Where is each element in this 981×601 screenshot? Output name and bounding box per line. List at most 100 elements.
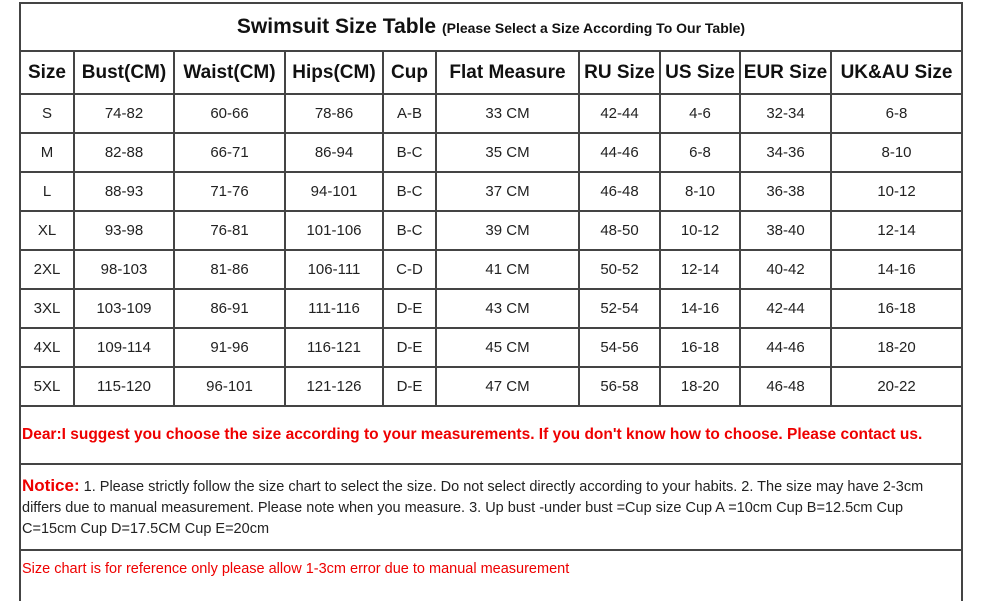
table-cell: 46-48 — [739, 366, 832, 407]
table-cell: 38-40 — [739, 210, 832, 251]
table-cell: 81-86 — [173, 249, 286, 290]
table-cell: 86-91 — [173, 288, 286, 329]
dear-note: Dear:I suggest you choose the size accor… — [18, 405, 964, 465]
table-cell: 4-6 — [659, 93, 741, 134]
column-header: Bust(CM) — [73, 50, 175, 95]
table-cell: 74-82 — [73, 93, 175, 134]
table-cell: 47 CM — [435, 366, 580, 407]
table-cell: D-E — [382, 366, 437, 407]
table-cell: 78-86 — [284, 93, 384, 134]
table-cell: M — [19, 132, 75, 173]
table-cell: 3XL — [19, 288, 75, 329]
table-cell: C-D — [382, 249, 437, 290]
table-cell: D-E — [382, 288, 437, 329]
table-title: Swimsuit Size Table (Please Select a Siz… — [18, 2, 964, 52]
table-cell: 36-38 — [739, 171, 832, 212]
table-row: 3XL 103-109 86-91 111-116 D-E 43 CM 52-54 14-16… — [19, 288, 964, 329]
table-cell: 106-111 — [284, 249, 384, 290]
table-cell: 91-96 — [173, 327, 286, 368]
notice-note: Notice: 1. Please strictly follow the si… — [18, 463, 964, 551]
table-cell: 20-22 — [829, 366, 964, 407]
table-cell: 40-42 — [739, 249, 832, 290]
table-subtitle: (Please Select a Size According To Our T… — [441, 20, 746, 36]
table-cell: 14-16 — [829, 249, 964, 290]
table-cell: 35 CM — [435, 132, 580, 173]
table-cell: 48-50 — [578, 210, 661, 251]
table-cell: 4XL — [19, 327, 75, 368]
header-row: Size Bust(CM) Waist(CM) Hips(CM) Cup Flat Mea… — [19, 50, 964, 95]
table-cell: 16-18 — [829, 288, 964, 329]
table-cell: 94-101 — [284, 171, 384, 212]
table-cell: B-C — [382, 132, 437, 173]
table-cell: 6-8 — [829, 93, 964, 134]
table-cell: B-C — [382, 210, 437, 251]
table-cell: 18-20 — [829, 327, 964, 368]
table-cell: 10-12 — [659, 210, 741, 251]
column-header: Waist(CM) — [173, 50, 286, 95]
table-cell: 18-20 — [659, 366, 741, 407]
table-cell: 5XL — [19, 366, 75, 407]
table-cell: 12-14 — [659, 249, 741, 290]
table-cell: 66-71 — [173, 132, 286, 173]
table-cell: A-B — [382, 93, 437, 134]
table-cell: 14-16 — [659, 288, 741, 329]
table-row: 4XL 109-114 91-96 116-121 D-E 45 CM 54-56 16-18… — [19, 327, 964, 368]
table-cell: 76-81 — [173, 210, 286, 251]
table-cell: D-E — [382, 327, 437, 368]
table-row: XL 93-98 76-81 101-106 B-C 39 CM 48-50 10-12 38-… — [19, 210, 964, 251]
table-cell: 46-48 — [578, 171, 661, 212]
table-cell: 10-12 — [829, 171, 964, 212]
table-cell: 109-114 — [73, 327, 175, 368]
table-row: S 74-82 60-66 78-86 A-B 33 CM 42-44 4-6 32-34 6-8 — [19, 93, 964, 134]
column-header: EUR Size — [739, 50, 832, 95]
table-cell: L — [19, 171, 75, 212]
table-cell: 115-120 — [73, 366, 175, 407]
table-cell: 98-103 — [73, 249, 175, 290]
table-cell: 32-34 — [739, 93, 832, 134]
table-cell: 116-121 — [284, 327, 384, 368]
table-cell: 86-94 — [284, 132, 384, 173]
table-cell: 16-18 — [659, 327, 741, 368]
table-cell: 101-106 — [284, 210, 384, 251]
table-cell: 121-126 — [284, 366, 384, 407]
column-header: Hips(CM) — [284, 50, 384, 95]
table-cell: 41 CM — [435, 249, 580, 290]
column-header: US Size — [659, 50, 741, 95]
table-cell: 44-46 — [578, 132, 661, 173]
table-cell: 50-52 — [578, 249, 661, 290]
column-header: Cup — [382, 50, 437, 95]
table-cell: 6-8 — [659, 132, 741, 173]
table-cell: 8-10 — [829, 132, 964, 173]
notice-label: Notice: — [22, 475, 80, 495]
table-cell: 39 CM — [435, 210, 580, 251]
table-cell: S — [19, 93, 75, 134]
reference-note: Size chart is for reference only please … — [18, 549, 964, 601]
column-header: Size — [19, 50, 75, 95]
table-cell: 96-101 — [173, 366, 286, 407]
column-header: UK&AU Size — [829, 50, 964, 95]
table-cell: 111-116 — [284, 288, 384, 329]
table-cell: 82-88 — [73, 132, 175, 173]
table-cell: 60-66 — [173, 93, 286, 134]
table-cell: 34-36 — [739, 132, 832, 173]
column-header: RU Size — [578, 50, 661, 95]
table-cell: 12-14 — [829, 210, 964, 251]
table-cell: 52-54 — [578, 288, 661, 329]
table-cell: 43 CM — [435, 288, 580, 329]
table-cell: XL — [19, 210, 75, 251]
table-cell: 37 CM — [435, 171, 580, 212]
table-cell: 54-56 — [578, 327, 661, 368]
notice-text: 1. Please strictly follow the size chart… — [22, 478, 924, 537]
table-cell: 45 CM — [435, 327, 580, 368]
table-cell: 88-93 — [73, 171, 175, 212]
table-row: 2XL 98-103 81-86 106-111 C-D 41 CM 50-52 12-14 4… — [19, 249, 964, 290]
table-cell: 2XL — [19, 249, 75, 290]
table-row: M 82-88 66-71 86-94 B-C 35 CM 44-46 6-8 34-36 8-1… — [19, 132, 964, 173]
size-table: Swimsuit Size Table (Please Select a Siz… — [18, 2, 964, 601]
table-cell: 56-58 — [578, 366, 661, 407]
table-cell: 33 CM — [435, 93, 580, 134]
column-header: Flat Measure — [435, 50, 580, 95]
table-cell: 44-46 — [739, 327, 832, 368]
table-row: 5XL 115-120 96-101 121-126 D-E 47 CM 56-58 18-2… — [19, 366, 964, 407]
table-cell: B-C — [382, 171, 437, 212]
